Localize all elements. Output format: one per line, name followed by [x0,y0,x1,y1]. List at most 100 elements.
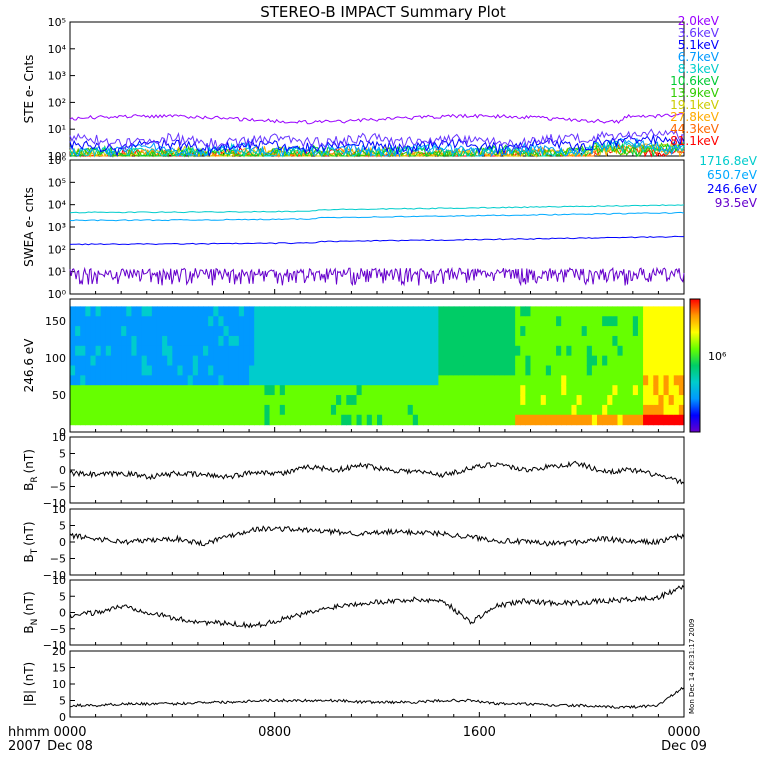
heatmap-cell [576,375,583,386]
heatmap-cell [653,316,660,327]
y-tick-label: 10⁴ [48,199,67,212]
heatmap-cell [494,375,501,386]
heatmap-cell [284,365,291,376]
y-tick-label: 10¹ [48,123,66,136]
heatmap-cell [469,414,475,426]
heatmap-cell [90,355,97,367]
heatmap-cell [228,335,235,347]
heatmap-cell [249,345,255,357]
heatmap-cell [264,404,271,416]
heatmap-cell [453,375,460,386]
heatmap-cell [85,345,92,357]
heatmap-cell [622,355,629,367]
heatmap-cell [377,395,383,406]
heatmap-cell [617,335,624,347]
heatmap-cell [463,335,470,347]
heatmap-cell [162,355,168,367]
heatmap-cell [116,414,122,426]
heatmap-cell [443,316,450,327]
heatmap-cell [617,326,624,337]
heatmap-cell [510,345,516,357]
heatmap-cell [243,306,250,317]
heatmap-cell [223,345,230,357]
heatmap-cell [284,335,291,347]
heatmap-cell [95,345,102,357]
heatmap-cell [259,326,266,337]
heatmap-cell [320,306,327,317]
heatmap-cell [479,365,486,376]
heatmap-cell [433,395,439,406]
heatmap-cell [197,316,204,327]
heatmap-cell [545,306,552,317]
heatmap-cell [336,385,342,396]
heatmap-cell [341,345,347,357]
heatmap-cell [243,395,250,406]
heatmap-cell [269,395,276,406]
heatmap-cell [100,404,107,416]
heatmap-cell [453,365,460,376]
heatmap-cell [663,404,670,416]
heatmap-cell [213,365,219,376]
heatmap-cell [550,404,557,416]
heatmap-cell [571,316,578,327]
heatmap-cell [504,365,511,376]
heatmap-cell [361,365,368,376]
heatmap-cell [131,365,138,376]
heatmap-cell [131,414,138,426]
heatmap-cell [213,395,219,406]
heatmap-cell [300,345,306,357]
heatmap-cell [648,385,654,396]
heatmap-cell [678,404,685,416]
heatmap-cell [274,345,281,357]
heatmap-cell [264,306,271,317]
heatmap-cell [417,335,424,347]
heatmap-cell [116,306,122,317]
heatmap-cell [172,414,179,426]
heatmap-cell [361,404,368,416]
heatmap-cell [382,326,388,337]
heatmap-cell [607,326,613,337]
heatmap-cell [279,404,286,416]
heatmap-cell [213,306,219,317]
heatmap-cell [489,316,496,327]
heatmap-cell [443,335,450,347]
heatmap-cell [581,345,588,357]
heatmap-cell [126,365,132,376]
heatmap-cell [346,365,353,376]
heatmap-cell [540,404,547,416]
ste-legend-entry: 13.9keV [670,86,720,100]
swea-legend-entry: 246.6eV [707,182,758,196]
heatmap-cell [448,385,455,396]
heatmap-cell [663,375,670,386]
heatmap-cell [658,404,665,416]
heatmap-cell [172,316,179,327]
heatmap-cell [397,316,404,327]
heatmap-cell [361,395,368,406]
swea-series-line [69,204,685,214]
heatmap-cell [407,365,414,376]
heatmap-cell [151,404,158,416]
heatmap-cell [423,395,429,406]
heatmap-cell [187,345,194,357]
heatmap-cell [382,375,388,386]
heatmap-cell [70,395,76,406]
heatmap-cell [269,404,276,416]
heatmap-cell [566,404,573,416]
heatmap-cell [320,385,327,396]
heatmap-cell [627,355,634,367]
heatmap-cell [458,414,465,426]
heatmap-cell [663,365,670,376]
heatmap-cell [264,395,271,406]
heatmap-cell [213,345,219,357]
heatmap-cell [136,355,143,367]
heatmap-cell [320,365,327,376]
heatmap-cell [658,365,665,376]
heatmap-cell [208,335,214,347]
heatmap-cell [249,326,255,337]
heatmap-cell [264,414,271,426]
heatmap-cell [356,335,363,347]
heatmap-cell [110,375,117,386]
heatmap-cell [428,375,434,386]
heatmap-cell [617,306,624,317]
heatmap-cell [382,414,388,426]
